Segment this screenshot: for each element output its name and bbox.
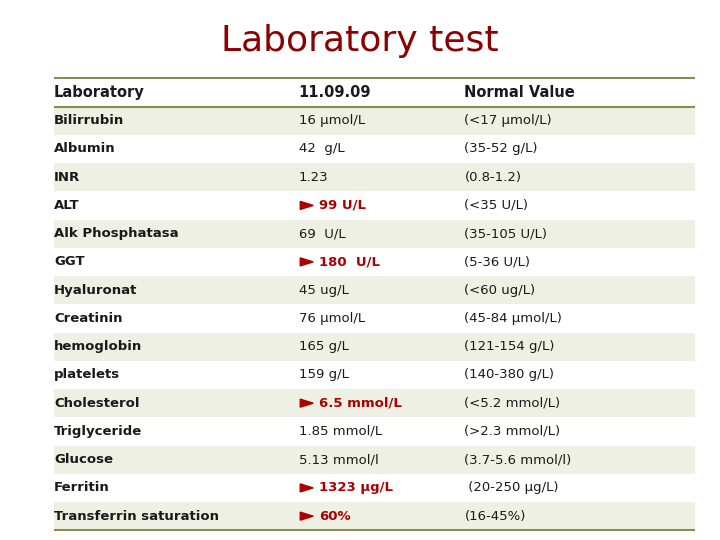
Bar — [54, 333, 695, 361]
Polygon shape — [300, 399, 313, 407]
Text: (<5.2 mmol/L): (<5.2 mmol/L) — [464, 397, 561, 410]
Text: Laboratory test: Laboratory test — [221, 24, 499, 58]
Bar — [54, 135, 695, 163]
Text: Ferritin: Ferritin — [54, 481, 109, 495]
Text: 11.09.09: 11.09.09 — [299, 85, 372, 100]
Text: Creatinin: Creatinin — [54, 312, 122, 325]
Text: (121-154 g/L): (121-154 g/L) — [464, 340, 555, 353]
Bar — [54, 389, 695, 417]
Text: hemoglobin: hemoglobin — [54, 340, 143, 353]
Text: Alk Phosphatasa: Alk Phosphatasa — [54, 227, 179, 240]
Bar — [54, 474, 695, 502]
Bar — [54, 446, 695, 474]
Text: 165 g/L: 165 g/L — [299, 340, 348, 353]
Text: Albumin: Albumin — [54, 143, 116, 156]
Text: platelets: platelets — [54, 368, 120, 381]
Bar — [54, 106, 695, 135]
Text: Laboratory: Laboratory — [54, 85, 145, 100]
Text: 42  g/L: 42 g/L — [299, 143, 344, 156]
Text: GGT: GGT — [54, 255, 85, 268]
Text: Hyaluronat: Hyaluronat — [54, 284, 138, 296]
Text: 1323 μg/L: 1323 μg/L — [319, 481, 393, 495]
Text: 16 μmol/L: 16 μmol/L — [299, 114, 365, 127]
Text: Bilirrubin: Bilirrubin — [54, 114, 125, 127]
Bar — [54, 78, 695, 106]
Text: 5.13 mmol/l: 5.13 mmol/l — [299, 453, 379, 466]
Text: 69  U/L: 69 U/L — [299, 227, 346, 240]
Bar — [54, 304, 695, 333]
Bar — [54, 417, 695, 446]
Text: INR: INR — [54, 171, 80, 184]
Polygon shape — [300, 484, 313, 492]
Text: Cholesterol: Cholesterol — [54, 397, 140, 410]
Bar — [54, 276, 695, 304]
Text: ALT: ALT — [54, 199, 80, 212]
Polygon shape — [300, 512, 313, 520]
Text: (5-36 U/L): (5-36 U/L) — [464, 255, 531, 268]
Text: 60%: 60% — [319, 510, 351, 523]
Text: (20-250 μg/L): (20-250 μg/L) — [464, 481, 559, 495]
Text: (<35 U/L): (<35 U/L) — [464, 199, 528, 212]
Text: 1.85 mmol/L: 1.85 mmol/L — [299, 425, 382, 438]
Bar — [54, 163, 695, 191]
Text: 99 U/L: 99 U/L — [319, 199, 366, 212]
Text: Triglyceride: Triglyceride — [54, 425, 143, 438]
Text: (0.8-1.2): (0.8-1.2) — [464, 171, 521, 184]
Bar — [54, 361, 695, 389]
Text: 6.5 mmol/L: 6.5 mmol/L — [319, 397, 402, 410]
Text: (3.7-5.6 mmol/l): (3.7-5.6 mmol/l) — [464, 453, 572, 466]
Bar — [54, 220, 695, 248]
Text: 76 μmol/L: 76 μmol/L — [299, 312, 365, 325]
Text: (45-84 μmol/L): (45-84 μmol/L) — [464, 312, 562, 325]
Text: (35-105 U/L): (35-105 U/L) — [464, 227, 547, 240]
Text: 159 g/L: 159 g/L — [299, 368, 348, 381]
Text: 1.23: 1.23 — [299, 171, 328, 184]
Text: (16-45%): (16-45%) — [464, 510, 526, 523]
Text: Glucose: Glucose — [54, 453, 113, 466]
Text: (35-52 g/L): (35-52 g/L) — [464, 143, 538, 156]
Polygon shape — [300, 258, 313, 266]
Text: (>2.3 mmol/L): (>2.3 mmol/L) — [464, 425, 561, 438]
Text: Normal Value: Normal Value — [464, 85, 575, 100]
Text: Transferrin saturation: Transferrin saturation — [54, 510, 219, 523]
Bar — [54, 502, 695, 530]
Text: (140-380 g/L): (140-380 g/L) — [464, 368, 554, 381]
Text: (<17 μmol/L): (<17 μmol/L) — [464, 114, 552, 127]
Polygon shape — [300, 201, 313, 210]
Text: (<60 ug/L): (<60 ug/L) — [464, 284, 536, 296]
Bar — [54, 248, 695, 276]
Text: 180  U/L: 180 U/L — [319, 255, 380, 268]
Bar — [54, 191, 695, 220]
Text: 45 ug/L: 45 ug/L — [299, 284, 348, 296]
